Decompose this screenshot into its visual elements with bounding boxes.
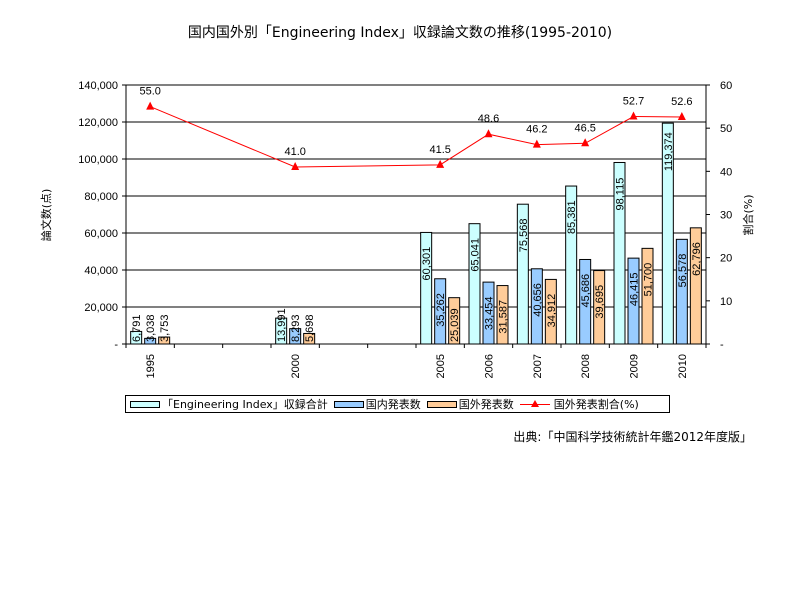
y-tick-label: 100,000 <box>78 154 118 166</box>
bar-data-label: 34,912 <box>546 294 558 328</box>
x-tick-label: 2006 <box>484 354 496 378</box>
chart-title: 国内国外別「Engineering Index」収録論文数の推移(1995-20… <box>187 25 613 41</box>
legend-item-ratio: 国外発表割合(%) <box>519 396 639 412</box>
y2-tick-label: 30 <box>720 210 732 222</box>
ratio-marker <box>436 159 445 168</box>
legend-item-domestic: 国内発表数 <box>333 396 421 412</box>
data-labels: 6,791 3,038 3,753 13,991 8,293 5,698 60,30135,… <box>131 86 703 342</box>
y2-tick-label: 60 <box>720 80 732 92</box>
legend-swatch-domestic <box>333 400 364 408</box>
bar-data-label: 62,796 <box>691 242 703 276</box>
bars <box>130 122 702 345</box>
legend-swatch-total <box>130 400 160 408</box>
ratio-marker <box>291 162 300 171</box>
ratio-data-label: 48.6 <box>478 113 499 125</box>
y2-tick-label: 10 <box>720 296 732 308</box>
legend-swatch-foreign <box>426 400 457 408</box>
ratio-data-label: 52.6 <box>671 96 692 108</box>
ratio-data-label: 41.5 <box>429 144 450 156</box>
bar-data-label: 13,991 <box>276 308 288 342</box>
bar-data-label: 31,587 <box>498 300 510 334</box>
bar-data-label: 35,262 <box>435 293 447 327</box>
ratio-data-label: 46.5 <box>574 122 595 134</box>
bar-data-label: 65,041 <box>470 238 482 272</box>
legend: 「Engineering Index」収録合計 国内発表数 国外発表数 国外発表… <box>125 395 670 413</box>
legend-label-domestic: 国内発表数 <box>365 398 421 411</box>
y-axis-title: 論文数(点) <box>39 189 53 242</box>
x-tick-label: 2008 <box>580 354 592 378</box>
bar-data-label: 39,695 <box>594 285 606 319</box>
y2-tick-label: - <box>720 339 724 351</box>
y2-tick-label: 50 <box>720 123 732 135</box>
x-tick-label: 2000 <box>290 354 302 378</box>
bar-data-label: 5,698 <box>304 314 316 342</box>
y-tick-label: 40,000 <box>84 265 118 277</box>
legend-line-marker-icon <box>519 399 550 409</box>
bar-data-label: 8,293 <box>290 314 302 342</box>
y2-tick-label: 40 <box>720 166 732 178</box>
bar-data-label: 40,656 <box>532 283 544 317</box>
ratio-line <box>146 101 686 171</box>
ratio-data-label: 55.0 <box>139 86 160 98</box>
y-tick-label: 140,000 <box>78 80 118 92</box>
source-note: 出典:「中国科学技術統計年鑑2012年度版」 <box>513 430 752 444</box>
ratio-data-label: 52.7 <box>623 96 644 108</box>
x-tick-label: 2010 <box>677 354 689 378</box>
ratio-marker <box>629 111 638 120</box>
y-tick-label: - <box>114 339 118 351</box>
bar-data-label: 51,700 <box>643 263 655 297</box>
ratio-line-path <box>149 106 682 168</box>
ratio-data-label: 41.0 <box>284 146 305 158</box>
x-tick-label: 2007 <box>532 354 544 378</box>
ratio-marker <box>677 111 686 120</box>
bar-data-label: 45,686 <box>580 274 592 308</box>
bar-data-label: 3,753 <box>159 314 171 342</box>
bar-data-label: 56,578 <box>677 254 689 288</box>
x-tick-label: 2005 <box>435 354 447 378</box>
y2-axis-title: 割合(%) <box>741 194 755 235</box>
bar-data-label: 3,038 <box>145 314 157 342</box>
bar-data-label: 75,568 <box>518 219 530 253</box>
ratio-data-label: 46.2 <box>526 124 547 136</box>
bar-data-label: 6,791 <box>131 314 143 342</box>
ratio-marker <box>146 101 155 110</box>
bar-data-label: 46,415 <box>629 272 641 306</box>
y-tick-label: 80,000 <box>84 191 118 203</box>
legend-item-total: 「Engineering Index」収録合計 <box>130 396 328 412</box>
legend-label-total: 「Engineering Index」収録合計 <box>162 398 328 411</box>
bar-data-label: 85,381 <box>566 200 578 234</box>
axes: - 20,000 40,000 60,000 80,000 100,000 120,000 1… <box>78 80 732 378</box>
legend-label-ratio: 国外発表割合(%) <box>553 398 639 411</box>
y-tick-label: 60,000 <box>84 228 118 240</box>
bar-data-label: 60,301 <box>421 247 433 281</box>
ratio-marker <box>532 139 541 148</box>
y-tick-label: 20,000 <box>84 302 118 314</box>
legend-label-foreign: 国外発表数 <box>458 398 514 411</box>
bar-data-label: 98,115 <box>615 178 627 211</box>
bar-data-label: 25,039 <box>449 308 461 342</box>
bar-data-label: 119,374 <box>663 132 675 171</box>
bar-data-label: 33,454 <box>484 296 496 330</box>
y2-tick-label: 20 <box>720 253 732 265</box>
x-tick-label: 2009 <box>629 354 641 378</box>
x-tick-label: 1995 <box>145 354 157 378</box>
y-tick-label: 120,000 <box>78 117 118 129</box>
ratio-marker <box>484 129 493 138</box>
legend-item-foreign: 国外発表数 <box>426 396 514 412</box>
ratio-marker <box>581 138 590 147</box>
